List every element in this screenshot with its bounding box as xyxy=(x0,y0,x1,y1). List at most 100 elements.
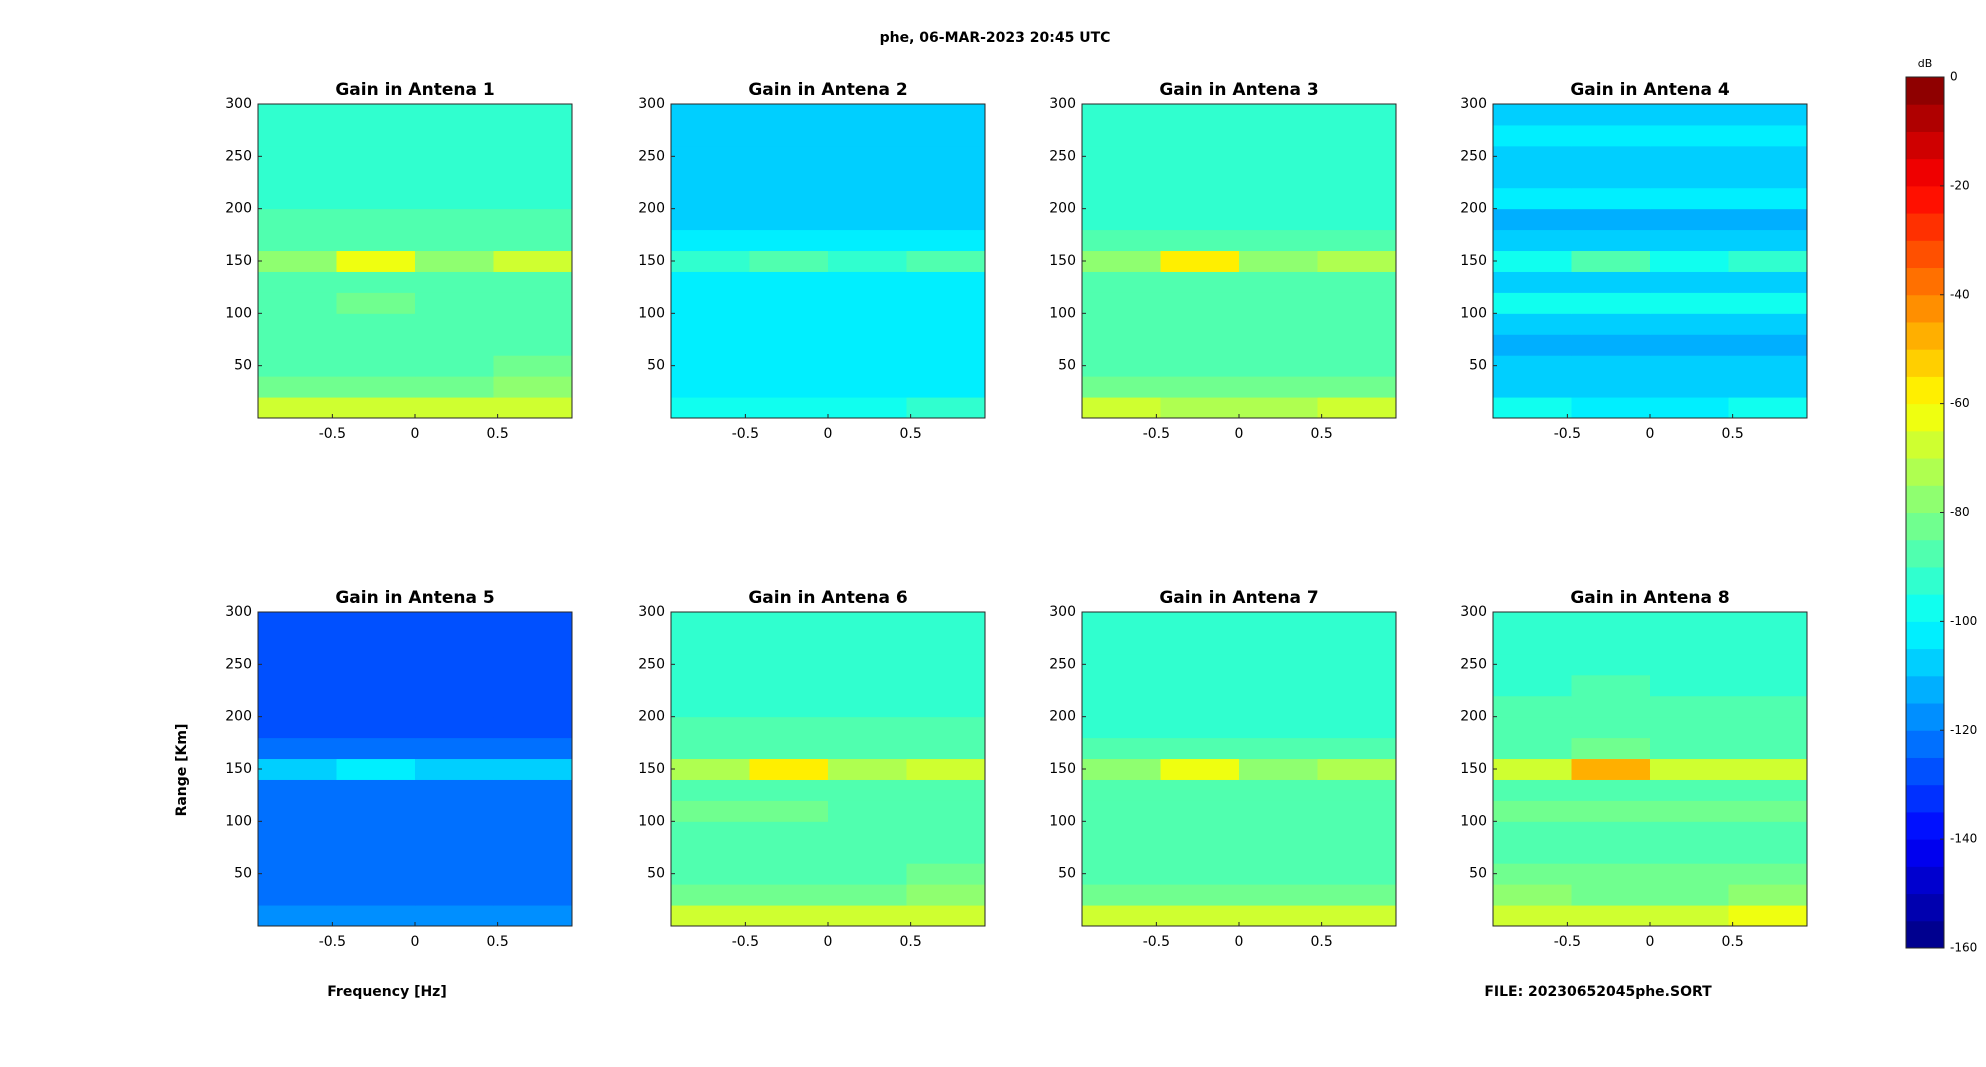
heatmap-cell xyxy=(258,250,337,272)
heatmap-cell xyxy=(1160,271,1240,293)
heatmap-cell xyxy=(493,821,573,843)
heatmap-cell xyxy=(1493,166,1572,189)
y-tick-label: 250 xyxy=(225,148,252,164)
heatmap-cell xyxy=(258,292,337,314)
heatmap-cell xyxy=(1493,104,1572,126)
heatmap-cell xyxy=(828,716,907,739)
y-tick-label: 250 xyxy=(1460,148,1487,164)
x-tick-label: 0.5 xyxy=(1721,426,1743,442)
heatmap-cell xyxy=(1082,674,1161,697)
heatmap-cell xyxy=(1239,397,1318,419)
heatmap-cell xyxy=(1239,250,1318,272)
heatmap-cell xyxy=(415,612,494,634)
heatmap-cell xyxy=(258,653,337,676)
heatmap-cell xyxy=(258,397,337,419)
heatmap-cell xyxy=(1317,250,1397,272)
heatmap-cell xyxy=(493,397,573,419)
heatmap-cell xyxy=(1239,292,1318,314)
heatmap-cell xyxy=(828,313,907,335)
heatmap-cell xyxy=(749,737,829,760)
heatmap-cell xyxy=(671,758,750,780)
heatmap-cell xyxy=(415,800,494,822)
heatmap-cell xyxy=(1493,821,1572,843)
heatmap-cell xyxy=(1571,145,1651,168)
colorbar-tick-label: -80 xyxy=(1950,505,1970,519)
colorbar-step xyxy=(1906,131,1944,160)
heatmap-cell xyxy=(1317,208,1397,231)
heatmap-cell xyxy=(671,842,750,864)
heatmap-cell xyxy=(906,334,986,356)
y-tick-label: 250 xyxy=(1049,148,1076,164)
heatmap-cell xyxy=(749,653,829,676)
heatmap-cell xyxy=(1493,674,1572,697)
heatmap-cell xyxy=(1082,737,1161,760)
heatmap-cell xyxy=(1317,145,1397,168)
heatmap-cell xyxy=(906,355,986,377)
y-tick-label: 300 xyxy=(225,96,252,112)
heatmap-cell xyxy=(258,863,337,885)
heatmap-cell xyxy=(1650,187,1729,210)
heatmap-cell xyxy=(1571,187,1651,210)
heatmap-cell xyxy=(828,674,907,697)
colorbar-step xyxy=(1906,213,1944,241)
x-tick-label: -0.5 xyxy=(1143,934,1170,950)
heatmap-cell xyxy=(415,674,494,697)
heatmap-cell xyxy=(749,397,829,419)
heatmap-cell xyxy=(1728,376,1808,398)
heatmap-cell xyxy=(671,674,750,697)
colorbar-step xyxy=(1906,730,1944,758)
heatmap-cell xyxy=(1728,905,1808,927)
y-tick-label: 50 xyxy=(1058,866,1076,882)
heatmap-cell xyxy=(1650,612,1729,634)
heatmap-cell xyxy=(828,632,907,655)
heatmap-cell xyxy=(1728,187,1808,210)
x-tick-label: -0.5 xyxy=(319,934,346,950)
heatmap-cell xyxy=(258,737,337,760)
heatmap-cell xyxy=(336,716,416,739)
x-tick-label: -0.5 xyxy=(1554,426,1581,442)
heatmap-cell xyxy=(1728,229,1808,252)
colorbar-step xyxy=(1906,566,1944,595)
heatmap-cell xyxy=(258,334,337,356)
colorbar-step xyxy=(1906,321,1944,350)
heatmap-cell xyxy=(1160,695,1240,718)
y-tick-label: 50 xyxy=(647,866,665,882)
heatmap-cell xyxy=(1493,737,1572,760)
heatmap-cell xyxy=(1160,229,1240,252)
heatmap-cell xyxy=(1082,271,1161,293)
y-tick-label: 200 xyxy=(1460,709,1487,725)
colorbar-step xyxy=(1906,430,1944,459)
heatmap-cell xyxy=(415,124,494,147)
heatmap-cell xyxy=(671,884,750,906)
heatmap-cell xyxy=(336,229,416,252)
heatmap-cell xyxy=(336,884,416,906)
heatmap-cell xyxy=(906,863,986,885)
heatmap-cell xyxy=(671,779,750,801)
heatmap-cell xyxy=(1317,292,1397,314)
colorbar-step xyxy=(1906,458,1944,486)
heatmap-cell xyxy=(749,145,829,168)
heatmap-cell xyxy=(1082,821,1161,843)
heatmap-cell xyxy=(258,695,337,718)
panel-title: Gain in Antena 5 xyxy=(335,588,494,608)
heatmap-cell xyxy=(1239,104,1318,126)
heatmap-cell xyxy=(1650,674,1729,697)
heatmap-cell xyxy=(1571,779,1651,801)
colorbar-step xyxy=(1906,648,1944,677)
heatmap-cell xyxy=(493,716,573,739)
colorbar-step xyxy=(1906,485,1944,513)
colorbar-step xyxy=(1906,539,1944,568)
heatmap-cell xyxy=(749,313,829,335)
heatmap-cell xyxy=(671,821,750,843)
heatmap-cell xyxy=(906,612,986,634)
heatmap-cell xyxy=(1493,271,1572,293)
heatmap-cell xyxy=(1160,355,1240,377)
heatmap-cell xyxy=(828,145,907,168)
heatmap-cell xyxy=(1082,229,1161,252)
heatmap-cell xyxy=(1317,397,1397,419)
heatmap-cell xyxy=(749,863,829,885)
heatmap-cell xyxy=(493,653,573,676)
heatmap-cell xyxy=(1571,229,1651,252)
heatmap-cell xyxy=(415,187,494,210)
heatmap-cell xyxy=(1493,250,1572,272)
